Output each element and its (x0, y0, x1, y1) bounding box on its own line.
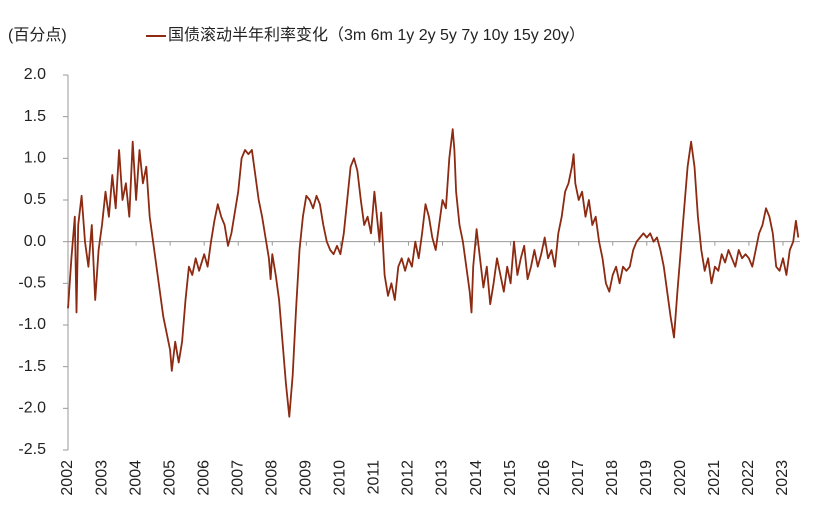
y-axis-label: (百分点) (8, 26, 67, 44)
series-line (67, 128, 800, 418)
legend-label: 国债滚动半年利率变化（3m 6m 1y 2y 5y 7y 10y 15y 20y… (168, 26, 585, 44)
x-tick-label: 2016 (536, 460, 553, 496)
x-tick-label: 2022 (740, 460, 757, 496)
y-tick-label: 1.5 (24, 108, 46, 125)
y-tick-label: -1.0 (18, 316, 46, 333)
x-tick-label: 2014 (468, 460, 485, 496)
x-tick-label: 2017 (570, 460, 587, 496)
x-tick-label: 2019 (638, 460, 655, 496)
x-tick-label: 2009 (298, 460, 315, 496)
y-tick-label: 0.0 (24, 233, 46, 250)
y-tick-label: 1.0 (24, 150, 46, 167)
x-tick-label: 2007 (229, 460, 246, 496)
x-tick-label: 2011 (366, 460, 383, 495)
x-tick-label: 2005 (161, 460, 178, 496)
y-tick-label: -1.5 (18, 358, 46, 375)
x-tick-label: 2013 (434, 460, 451, 496)
x-tick-label: 2023 (774, 460, 791, 496)
x-tick-label: 2015 (502, 460, 519, 496)
y-tick-label: -0.5 (18, 275, 46, 292)
x-tick-label: 2006 (195, 460, 212, 496)
y-tick-label: -2.5 (18, 441, 46, 458)
x-tick-label: 2012 (400, 460, 417, 496)
x-tick-label: 2010 (332, 460, 349, 496)
x-tick-label: 2003 (93, 460, 110, 496)
x-tick-label: 2002 (59, 460, 76, 496)
x-tick-label: 2020 (672, 460, 689, 496)
y-tick-label: 2.0 (24, 66, 46, 83)
x-tick-label: 2018 (604, 460, 621, 496)
x-tick-label: 2004 (127, 460, 144, 496)
y-tick-label: -2.0 (18, 400, 46, 417)
y-tick-label: 0.5 (24, 191, 46, 208)
x-tick-label: 2021 (706, 460, 723, 496)
x-tick-label: 2008 (263, 460, 280, 496)
